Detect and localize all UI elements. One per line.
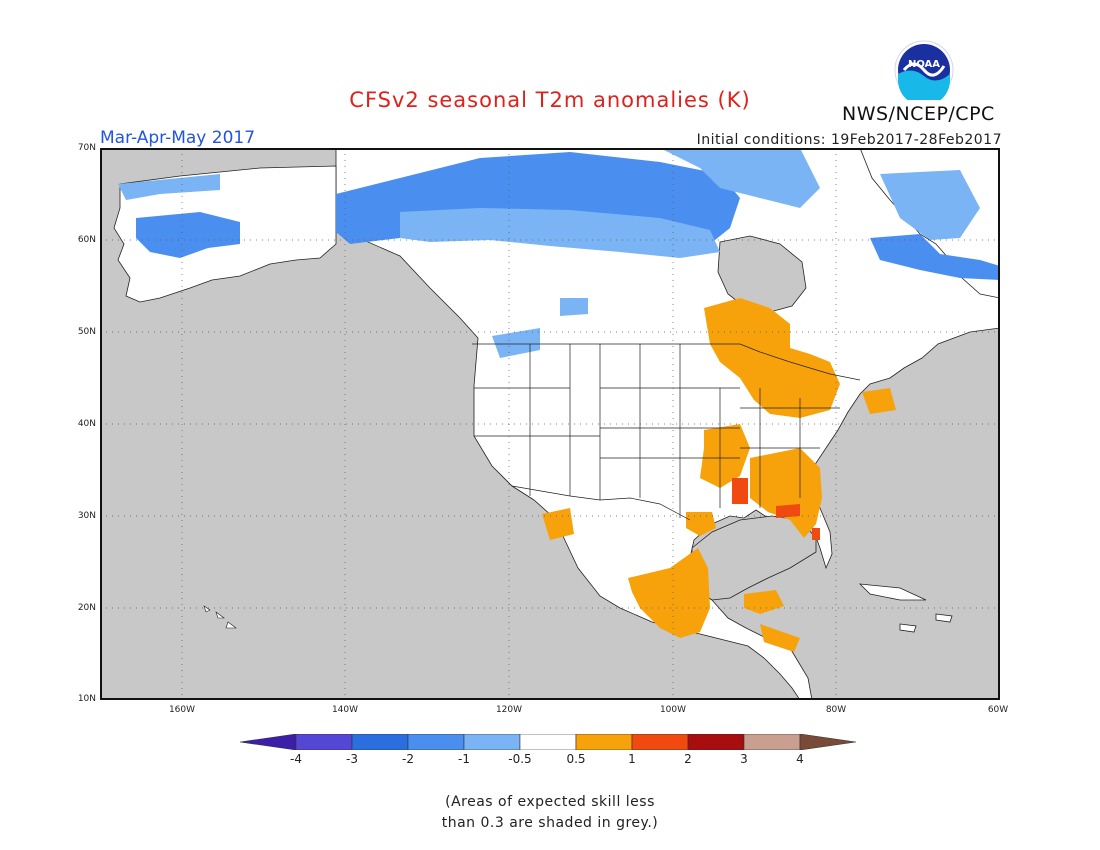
colorbar-label: 3 (740, 752, 748, 766)
warm-anomaly-great-lakes (704, 298, 840, 418)
lat-label-70n: 70N (77, 143, 96, 153)
colorbar-segment (463, 734, 521, 750)
chart-title: CFSv2 seasonal T2m anomalies (K) (349, 88, 751, 112)
political-borders (472, 343, 861, 521)
cold-anomaly-bc-light (492, 328, 540, 358)
colorbar-label: -2 (402, 752, 414, 766)
state-lines-east (719, 388, 840, 508)
cold-anomaly-alaska-medium (136, 212, 240, 258)
lon-label-160w: 160W (168, 705, 196, 715)
noaa-logo: NOAA (894, 40, 954, 106)
initial-conditions: Initial conditions: 19Feb2017-28Feb2017 (696, 132, 1002, 148)
lon-label-60w: 60W (987, 705, 1009, 715)
lat-label-10n: 10N (77, 694, 96, 704)
colorbar-label: 2 (684, 752, 692, 766)
warm-anomaly-mexico (628, 548, 710, 638)
colorbar-segment (575, 734, 633, 750)
lat-label-60n: 60N (77, 235, 96, 245)
colorbar-segment (631, 734, 689, 750)
warm-anomaly-regions (542, 298, 896, 652)
warm-anomaly-strong-gulf-coast (776, 504, 800, 518)
us-canada-border (472, 343, 861, 381)
warm-anomaly-texas-coast (686, 512, 716, 536)
colorbar-label: -1 (458, 752, 470, 766)
warm-anomaly-southeast (750, 448, 822, 538)
warm-anomaly-mississippi-valley (700, 424, 750, 488)
colorbar-segment (295, 734, 353, 750)
cold-anomaly-regions (118, 148, 1000, 358)
colorbar-label: 0.5 (566, 752, 586, 766)
colorbar (240, 734, 857, 750)
lat-label-40n: 40N (77, 419, 96, 429)
warm-anomaly-strong-louisiana (732, 478, 748, 504)
warm-anomaly-new-england (862, 388, 896, 414)
agency-label: NWS/NCEP/CPC (842, 103, 995, 125)
hawaii-islands (203, 605, 237, 629)
skill-note-line-2: than 0.3 are shaded in grey.) (441, 815, 659, 831)
warm-anomaly-central-america (760, 624, 800, 652)
lat-label-50n: 50N (77, 327, 96, 337)
caribbean-islands (858, 583, 953, 633)
warm-anomaly-strong-florida (812, 528, 820, 540)
colorbar-segment (407, 734, 465, 750)
colorbar-segment (351, 734, 409, 750)
cold-anomaly-east-light (880, 170, 980, 240)
skill-note: (Areas of expected skill less than 0.3 a… (0, 792, 1100, 834)
colorbar-label: -0.5 (508, 752, 532, 766)
state-lines-west (474, 344, 601, 500)
colorbar-label: 1 (628, 752, 636, 766)
colorbar-label: 4 (796, 752, 804, 766)
cold-anomaly-alaska-light (118, 174, 220, 200)
colorbar-segment (519, 734, 577, 750)
lon-label-100w: 100W (659, 705, 687, 715)
skill-note-line-1: (Areas of expected skill less (445, 794, 655, 810)
graticule (100, 148, 1000, 700)
cold-anomaly-north-light (660, 148, 820, 208)
map-frame (100, 148, 1000, 700)
us-mexico-border (511, 485, 691, 521)
state-lines-central (600, 344, 740, 518)
anomaly-map (100, 148, 1000, 700)
colorbar-label: -3 (346, 752, 358, 766)
lat-label-30n: 30N (77, 511, 96, 521)
cold-anomaly-rockies-light (560, 298, 588, 316)
colorbar-arrow-left (240, 734, 297, 750)
lon-label-80w: 80W (825, 705, 847, 715)
colorbar-arrow-right (799, 734, 857, 750)
cold-anomaly-canada-light (400, 208, 720, 258)
colorbar-segment (687, 734, 745, 750)
cold-anomaly-labrador-medium (870, 234, 1000, 280)
lon-label-120w: 120W (495, 705, 523, 715)
lat-label-20n: 20N (77, 603, 96, 613)
logo-text: NOAA (908, 59, 940, 70)
lon-label-140w: 140W (331, 705, 359, 715)
hudson-bay-water (717, 235, 807, 313)
colorbar-segment (743, 734, 801, 750)
season-label: Mar-Apr-May 2017 (100, 128, 256, 148)
colorbar-label: -4 (290, 752, 302, 766)
